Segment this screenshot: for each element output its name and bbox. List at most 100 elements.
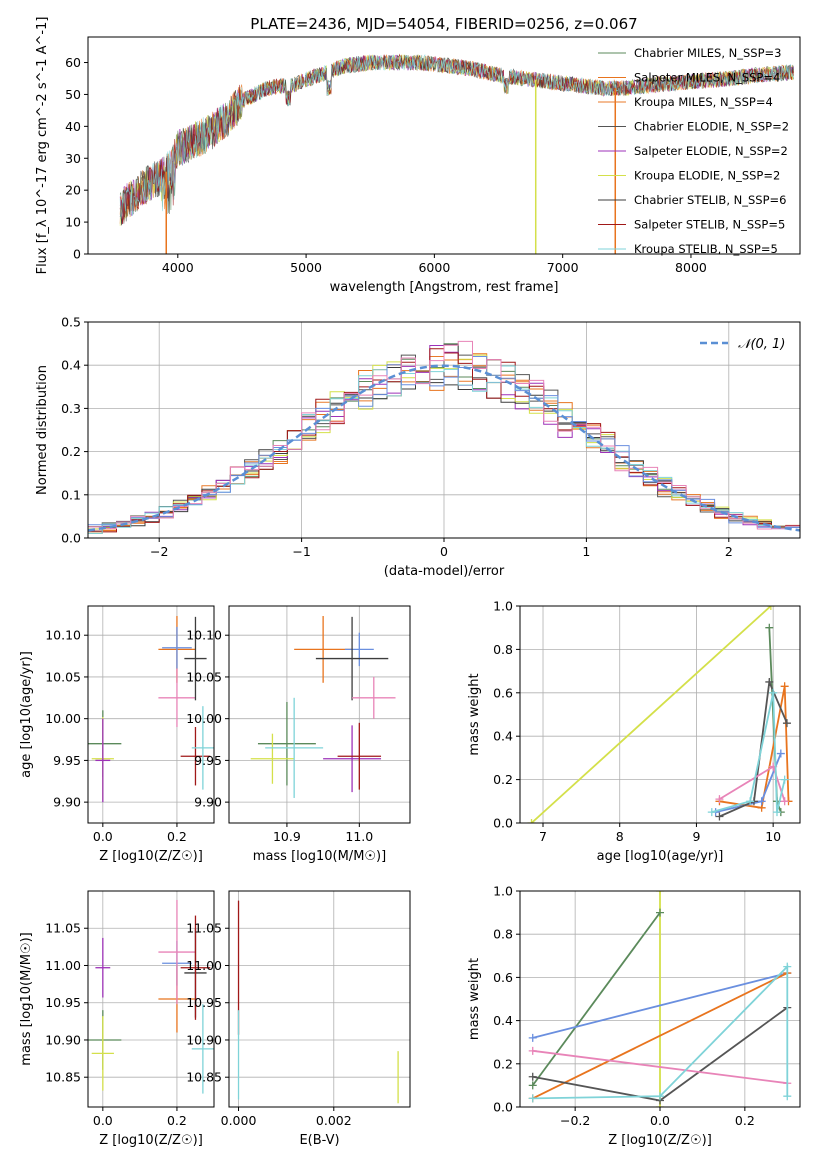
x-axis-label: age [log10(age/yr)] xyxy=(597,849,724,864)
mass-weight-marker xyxy=(715,812,724,821)
spectrum-plot-area xyxy=(119,53,794,254)
x-axis-label: (data-model)/error xyxy=(384,564,505,579)
spectrum-legend: Chabrier MILES, N_SSP=3 Salpeter MILES, N… xyxy=(598,46,789,256)
weight_vs_age-plot-area xyxy=(527,606,793,823)
mass-weight-marker xyxy=(769,688,778,697)
mass-weight-marker xyxy=(782,719,791,728)
x-tick-label: 10.9 xyxy=(273,829,301,844)
y-tick-label: 0.3 xyxy=(61,401,81,416)
x-tick-label: 9 xyxy=(692,829,700,844)
x-tick-label: 2 xyxy=(725,544,733,559)
y-tick-label: 0.0 xyxy=(493,816,513,831)
legend-entry: Salpeter ELODIE, N_SSP=2 xyxy=(634,144,788,158)
mass-weight-marker xyxy=(780,797,789,806)
y-tick-label: 10.05 xyxy=(45,669,81,684)
spectrum-series-line xyxy=(119,54,794,225)
y-tick-label: 20 xyxy=(65,183,81,198)
mass-weight-marker xyxy=(656,908,664,917)
y-tick-label: 0.8 xyxy=(493,927,513,942)
age_vs_mass-frame xyxy=(228,605,411,824)
legend-entry: Kroupa MILES, N_SSP=4 xyxy=(634,95,773,109)
mass_vs_Z-frame xyxy=(87,890,215,1108)
mass-weight-marker xyxy=(783,962,792,971)
mass-weight-marker xyxy=(528,1072,537,1081)
y-tick-label: 0.2 xyxy=(493,772,513,787)
mass-weight-marker xyxy=(765,677,774,686)
x-tick-label: 10 xyxy=(765,829,781,844)
y-tick-label: 0.0 xyxy=(493,1100,513,1115)
mass-weight-line xyxy=(532,972,788,1039)
y-tick-label: 0.4 xyxy=(61,358,81,373)
x-tick-label: 0 xyxy=(440,544,448,559)
y-tick-label: 0.0 xyxy=(61,531,81,546)
y-tick-label: 9.90 xyxy=(53,795,81,810)
y-tick-label: 10.90 xyxy=(45,1032,81,1047)
mass-weight-marker xyxy=(776,749,785,758)
x-axis-label: Z [log10(Z/Z☉)] xyxy=(99,1133,203,1148)
mass-weight-line xyxy=(531,912,661,1086)
y-tick-label: 11.00 xyxy=(45,958,81,973)
mass-weight-line xyxy=(711,692,786,813)
y-axis-label: mass [log10(M/M☉)] xyxy=(19,932,34,1065)
y-tick-label: 1.0 xyxy=(493,884,513,899)
y-axis-label: mass weight xyxy=(467,673,482,755)
mass-weight-marker xyxy=(528,1081,537,1090)
x-tick-label: 8 xyxy=(616,829,624,844)
y-tick-label: 0.6 xyxy=(493,685,513,700)
mass-weight-marker xyxy=(707,808,716,817)
x-tick-label: −1 xyxy=(292,544,310,559)
x-tick-label: 7 xyxy=(539,829,547,844)
legend-entry: Chabrier ELODIE, N_SSP=2 xyxy=(634,120,789,134)
y-tick-label: 1.0 xyxy=(493,599,513,614)
age_vs_Z-axes: 0.0 0.2 9.90 9.95 10.00 10.05 10.10 Z [log10(Z/… xyxy=(19,605,215,864)
x-axis-label: Z [log10(Z/Z☉)] xyxy=(99,849,203,864)
x-tick-label: 5000 xyxy=(290,260,322,275)
x-tick-label: 0.0 xyxy=(93,1113,113,1128)
x-tick-label: −0.2 xyxy=(560,1113,590,1128)
mass-weight-marker xyxy=(772,808,781,817)
x-tick-label: 0.0 xyxy=(650,1113,670,1128)
mass-weight-marker xyxy=(765,623,774,632)
x-tick-label: 11.0 xyxy=(345,829,373,844)
mass-weight-marker xyxy=(528,1033,537,1042)
x-tick-label: −2 xyxy=(150,544,168,559)
mass-weight-marker xyxy=(527,819,536,823)
y-tick-label: 11.05 xyxy=(45,921,81,936)
mass-weight-marker xyxy=(528,1094,537,1103)
mass-weight-line xyxy=(719,678,788,818)
y-tick-label: 10.10 xyxy=(45,628,81,643)
x-tick-label: 0.000 xyxy=(221,1113,257,1128)
mass-weight-marker xyxy=(746,797,755,806)
y-tick-label: 10.95 xyxy=(45,995,81,1010)
residuals-axes: −2 −1 0 1 2 0.0 0.1 0.2 0.3 0.4 0.5 𝒩(0, 1) (data-mo… xyxy=(35,315,801,579)
x-tick-label: 1 xyxy=(582,544,590,559)
y-tick-label: 9.90 xyxy=(194,795,222,810)
y-tick-label: 0.4 xyxy=(493,1013,513,1028)
y-tick-label: 60 xyxy=(65,55,81,70)
y-tick-label: 0.6 xyxy=(493,970,513,985)
y-tick-label: 0.2 xyxy=(61,444,81,459)
age_vs_mass-plot-area xyxy=(250,616,396,798)
weight_vs_age-frame xyxy=(519,605,801,824)
legend-entry: Kroupa ELODIE, N_SSP=2 xyxy=(634,169,780,183)
mass-weight-line xyxy=(530,606,772,823)
y-axis-label: Normed distribution xyxy=(35,365,50,495)
legend-entry: Salpeter STELIB, N_SSP=5 xyxy=(634,218,785,232)
y-tick-label: 10.00 xyxy=(45,711,81,726)
mass-weight-marker xyxy=(715,795,724,804)
mass-weight-marker xyxy=(780,775,789,784)
x-tick-label: 8000 xyxy=(675,260,707,275)
y-tick-label: 11.05 xyxy=(186,921,222,936)
y-tick-label: 10.85 xyxy=(186,1070,222,1085)
mass-weight-marker xyxy=(757,797,766,806)
spectrum-axes: 4000 5000 6000 7000 8000 0 10 20 30 40 50 60 PLATE=2… xyxy=(35,15,801,295)
x-tick-label: 4000 xyxy=(162,260,194,275)
y-tick-label: 0.2 xyxy=(493,1056,513,1071)
x-tick-label: 0.2 xyxy=(735,1113,755,1128)
y-tick-label: 0.5 xyxy=(61,315,81,330)
legend-entry: 𝒩(0, 1) xyxy=(738,337,785,352)
x-tick-label: 6000 xyxy=(418,260,450,275)
y-tick-label: 0.8 xyxy=(493,642,513,657)
x-axis-label: Z [log10(Z/Z☉)] xyxy=(608,1133,712,1148)
